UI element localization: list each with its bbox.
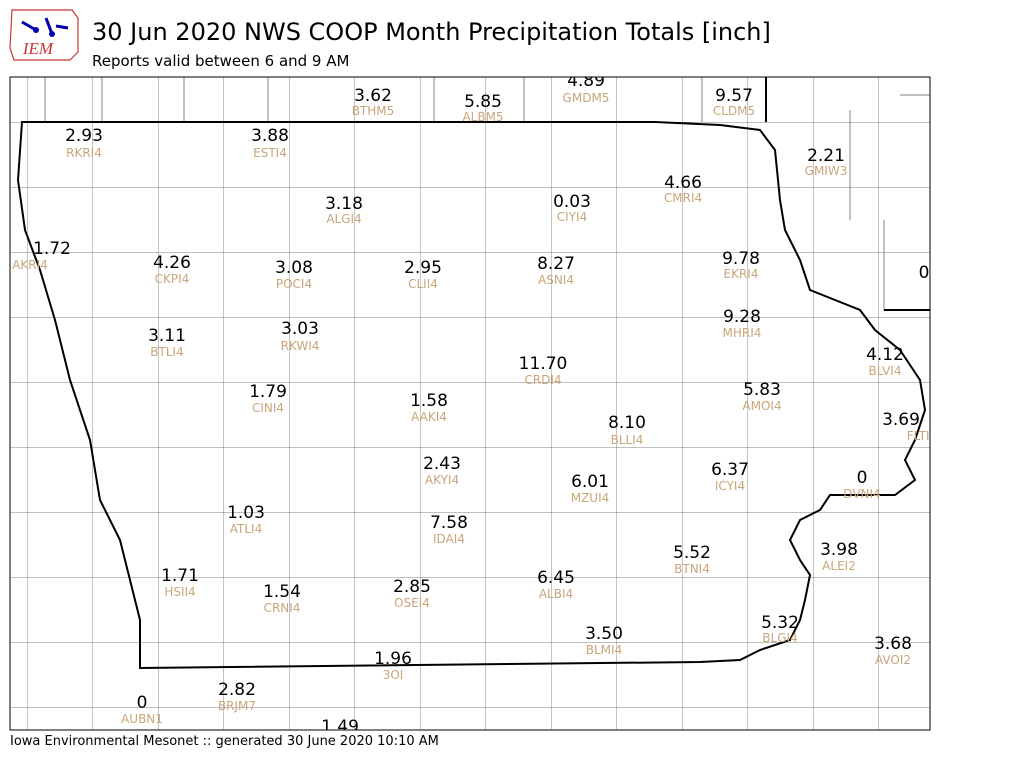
station-value: 2.43: [423, 454, 461, 474]
station-value: 5.32: [761, 613, 799, 633]
station-id: DVNI4: [843, 487, 880, 501]
station-id: ALGI4: [326, 212, 361, 226]
title: 30 Jun 2020 NWS COOP Month Precipitation…: [92, 18, 771, 46]
station-value: 1.54: [263, 582, 301, 602]
station-value: 1.96: [374, 649, 412, 669]
station-id: EKRI4: [724, 267, 759, 281]
station-id: CINI4: [252, 401, 284, 415]
station-id: BLMI4: [586, 643, 622, 657]
station-id: BTLI4: [150, 345, 183, 359]
station-id: HSII4: [164, 585, 195, 599]
subtitle: Reports valid between 6 and 9 AM: [92, 52, 349, 70]
station-value: 0: [857, 468, 868, 488]
station-value: 4.12: [866, 345, 904, 365]
station-id: CLII4: [408, 277, 438, 291]
station-value: 2.95: [404, 258, 442, 278]
station-value: 2.82: [218, 680, 256, 700]
station-value: 6.45: [537, 568, 575, 588]
station-id: AKYI4: [425, 473, 459, 487]
logo: IEM: [9, 9, 79, 61]
station-id: IDAI4: [433, 532, 465, 546]
station-id: CMRI4: [664, 191, 702, 205]
station-value: 1.71: [161, 566, 199, 586]
station-value: 0: [919, 263, 930, 283]
station-id: OSEI4: [394, 596, 430, 610]
station-id: FLTI2: [907, 429, 937, 443]
footer: Iowa Environmental Mesonet :: generated …: [10, 734, 439, 749]
station-value: 4.26: [153, 253, 191, 273]
station-value: 3.98: [820, 540, 858, 560]
station-id: BLLI4: [611, 433, 644, 447]
station-id: MHRI4: [723, 326, 762, 340]
station-value: 3.68: [874, 634, 912, 654]
station-value: 8.10: [608, 413, 646, 433]
station-id: CIYI4: [557, 210, 587, 224]
map-area: [10, 77, 930, 730]
station-value: 2.85: [393, 577, 431, 597]
station-id: ATLI4: [230, 522, 262, 536]
station-id: AVOI2: [875, 653, 911, 667]
station-id: 3OI: [383, 668, 404, 682]
station-id: ASNI4: [538, 273, 574, 287]
station-id: ICYI4: [715, 479, 745, 493]
station-id: CLDM5: [713, 104, 755, 118]
station-id: AKRI4: [12, 258, 48, 272]
station-id: MZUI4: [571, 491, 610, 505]
station-id: CRDI4: [524, 373, 561, 387]
station-value: 6.37: [711, 460, 749, 480]
station-value: 3.88: [251, 126, 289, 146]
station-value: 5.83: [743, 380, 781, 400]
station-value: 5.52: [673, 543, 711, 563]
station-id: CKPI4: [155, 272, 190, 286]
station-value: 4.66: [664, 173, 702, 193]
station-value: 1.49: [321, 717, 359, 737]
station-value: 3.50: [585, 624, 623, 644]
station-value: 9.28: [723, 307, 761, 327]
station-value: 4.89: [567, 71, 605, 91]
station-value: 3.11: [148, 326, 186, 346]
station-id: BRJM7: [218, 699, 256, 713]
station-id: ALEI2: [822, 559, 856, 573]
station-id: ESTI4: [253, 146, 287, 160]
station-id: POCI4: [276, 277, 312, 291]
station-id: BLGI4: [762, 631, 797, 645]
station-value: 9.57: [715, 86, 753, 106]
station-id: CRNI4: [264, 601, 301, 615]
station-value: 5.85: [464, 92, 502, 112]
station-value: 6.01: [571, 472, 609, 492]
station-value: 0: [137, 693, 148, 713]
station-value: 1.72: [33, 239, 71, 259]
station-id: GMIW3: [805, 164, 848, 178]
station-value: 2.21: [807, 146, 845, 166]
station-id: ALBM5: [462, 110, 503, 124]
station-value: 3.62: [354, 86, 392, 106]
station-value: 1.58: [410, 391, 448, 411]
station-value: 7.58: [430, 513, 468, 533]
station-id: AUBN1: [121, 712, 163, 726]
station-id: BTHM5: [352, 104, 395, 118]
station-value: 1.03: [227, 503, 265, 523]
station-id: GMDM5: [563, 91, 610, 105]
station-value: 3.03: [281, 319, 319, 339]
station-value: 8.27: [537, 254, 575, 274]
station-id: RKRI4: [66, 146, 102, 160]
station-value: 2.93: [65, 126, 103, 146]
station-id: AMOI4: [742, 399, 781, 413]
station-value: 3.69: [882, 410, 920, 430]
station-id: BTNI4: [674, 562, 710, 576]
station-id: ALBI4: [539, 587, 573, 601]
station-value: 3.08: [275, 258, 313, 278]
station-id: AAKI4: [411, 410, 447, 424]
station-id: RKWI4: [281, 339, 320, 353]
station-value: 9.78: [722, 249, 760, 269]
station-value: 3.18: [325, 194, 363, 214]
logo-text: IEM: [22, 39, 54, 58]
station-value: 0.03: [553, 192, 591, 212]
station-value: 11.70: [519, 354, 568, 374]
station-id: BLVI4: [869, 364, 902, 378]
station-value: 1.79: [249, 382, 287, 402]
